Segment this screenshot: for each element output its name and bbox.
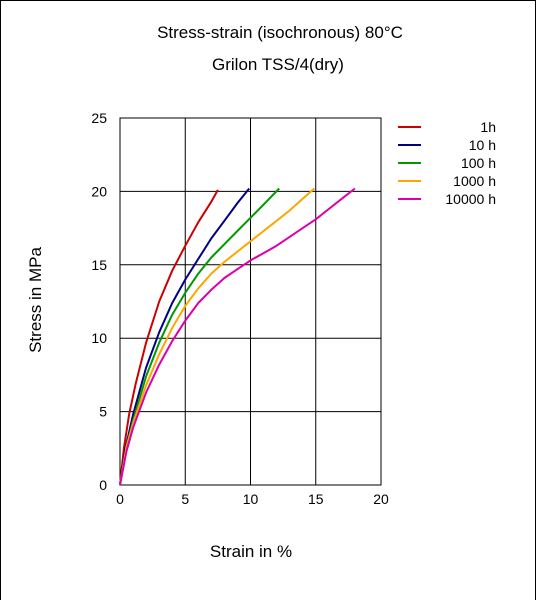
series-line-10000h [119,187,356,486]
y-tick-label: 15 [91,257,107,273]
legend-label-10000h: 10000 h [445,191,496,207]
x-tick-label: 20 [373,491,389,507]
plot-area-border [119,117,382,486]
series-line-1h [119,189,219,486]
chart-subtitle: Grilon TSS/4(dry) [212,55,344,74]
y-tick-label: 0 [99,477,107,493]
legend: 1h 10 h 100 h 1000 h 10000 h [398,119,496,207]
series-line-10h [119,187,250,486]
series-lines [119,187,356,486]
x-tick-label: 10 [243,491,259,507]
x-axis-label: Strain in % [210,542,292,561]
series-line-100h [119,187,280,486]
x-tick-labels: 0 5 10 15 20 [116,491,389,507]
legend-label-10h: 10 h [469,137,496,153]
y-tick-labels: 0 5 10 15 20 25 [91,110,107,493]
legend-label-1h: 1h [480,119,496,135]
x-tick-label: 5 [181,491,189,507]
y-axis-label: Stress in MPa [26,247,45,353]
x-tick-label: 0 [116,491,124,507]
legend-label-1000h: 1000 h [453,173,496,189]
legend-label-100h: 100 h [461,155,496,171]
chart-title: Stress-strain (isochronous) 80°C [157,23,403,42]
series-line-1000h [119,187,316,486]
y-tick-label: 5 [99,404,107,420]
y-tick-label: 10 [91,330,107,346]
y-tick-label: 20 [91,183,107,199]
y-tick-label: 25 [91,110,107,126]
x-tick-label: 15 [308,491,324,507]
